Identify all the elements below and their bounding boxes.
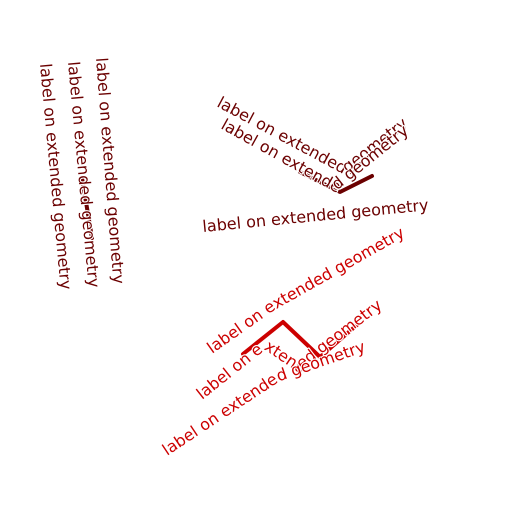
vertical-line — [80, 176, 94, 240]
vertical-line-geometry — [80, 176, 94, 240]
v-shape-geometry — [298, 170, 374, 194]
v-shape-line — [298, 170, 374, 194]
zigzag-geometry — [241, 320, 360, 359]
zigzag-line — [241, 320, 360, 359]
zigzag-label-1: label on extended geometry — [203, 223, 407, 357]
